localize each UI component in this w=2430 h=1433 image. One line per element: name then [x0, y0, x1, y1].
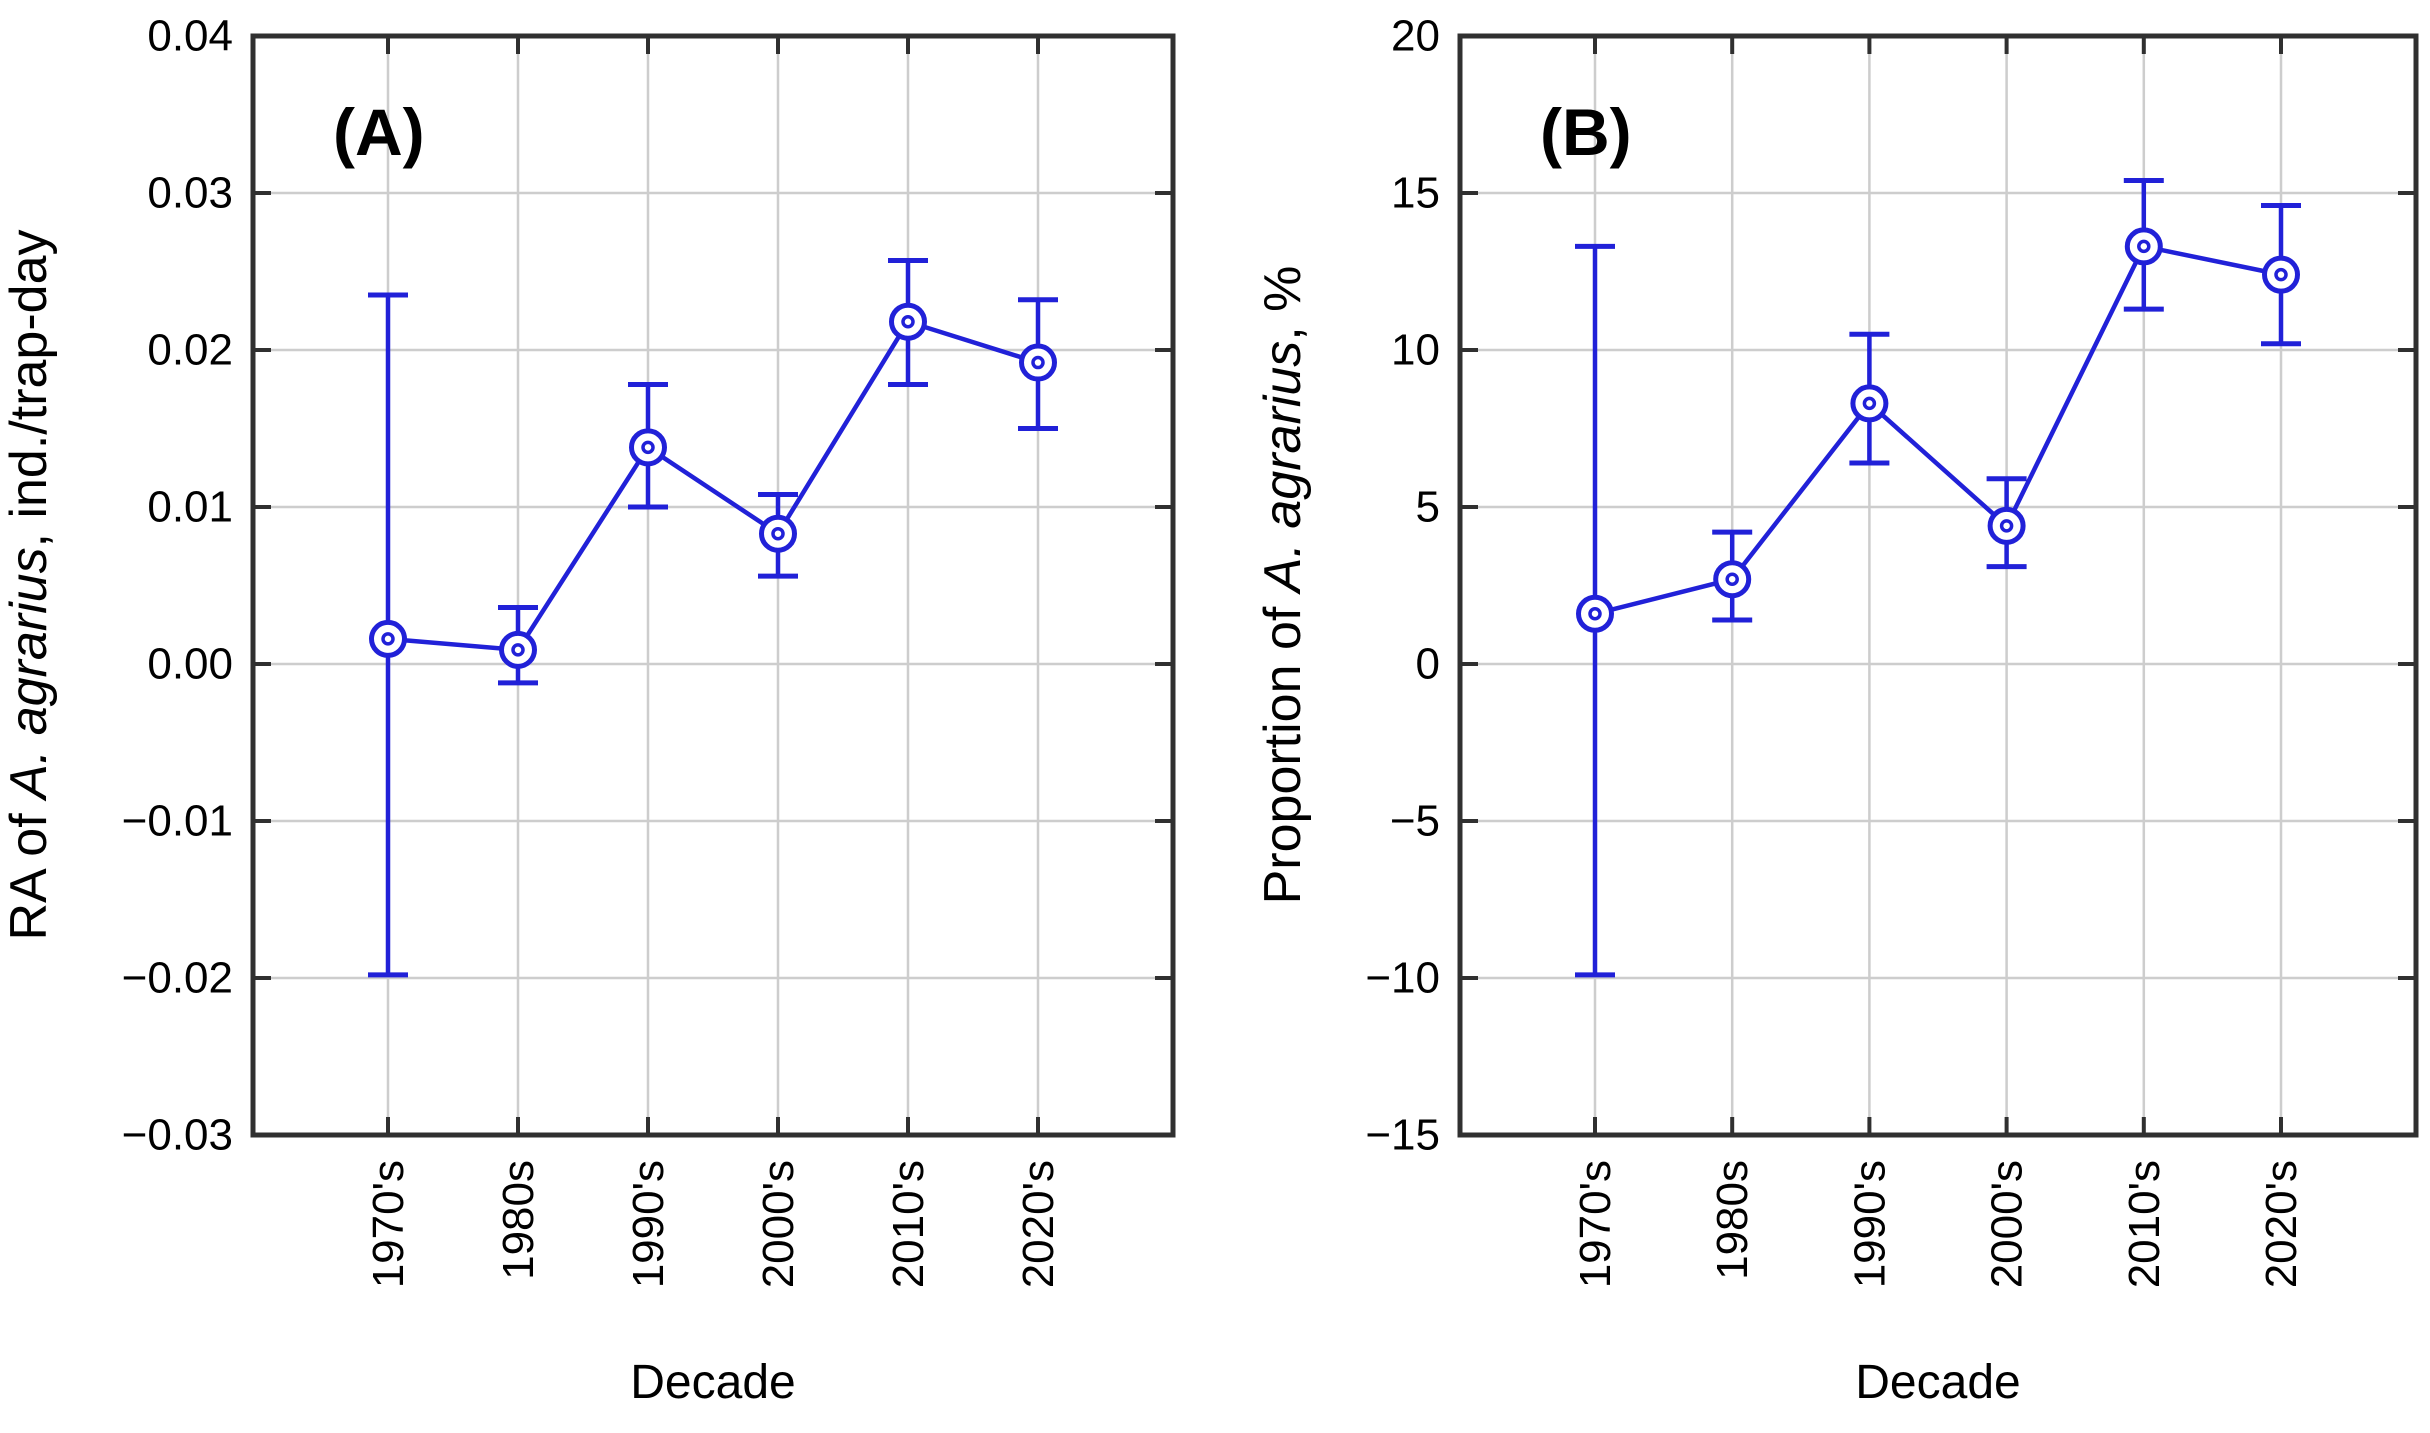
- y-tick-label: 0.04: [147, 12, 233, 61]
- x-tick-label: 1980s: [494, 1160, 543, 1280]
- x-tick-label: 2000's: [1983, 1160, 2032, 1288]
- y-tick-label: 0.01: [147, 483, 233, 532]
- y-tick-label: 0.03: [147, 169, 233, 218]
- data-point-marker-dot: [2274, 267, 2288, 282]
- series-line: [387, 319, 1039, 653]
- data-point-marker-dot: [381, 632, 395, 646]
- y-tick-label: −0.01: [122, 797, 233, 846]
- y-axis-title-italic: A. agrarius: [0, 547, 58, 801]
- y-tick-label: −0.02: [122, 954, 233, 1003]
- y-tick-label: 5: [1416, 483, 1440, 532]
- data-point-marker: [1019, 343, 1057, 382]
- x-tick-label: 1980s: [1708, 1160, 1757, 1280]
- panel-label: (B): [1540, 95, 1632, 169]
- y-tick-label: −10: [1365, 954, 1440, 1003]
- y-tick-label: 10: [1391, 326, 1440, 375]
- data-point-marker: [1850, 384, 1889, 423]
- x-tick-label: 2000's: [754, 1160, 803, 1288]
- y-tick-label: −15: [1365, 1111, 1440, 1160]
- x-tick-label: 1970's: [364, 1160, 413, 1288]
- data-point-marker: [889, 302, 927, 341]
- y-axis-title: RA of A. agrarius, ind./trap-day: [0, 229, 58, 940]
- y-axis-title-italic: A. agrarius: [1254, 341, 1312, 595]
- x-tick-label: 1970's: [1571, 1160, 1620, 1288]
- x-tick-label: 2020's: [1014, 1160, 1063, 1288]
- x-tick-label: 2010's: [2120, 1160, 2169, 1288]
- data-point-marker-dot: [1999, 519, 2014, 533]
- data-point-marker-dot: [1862, 396, 1877, 411]
- y-tick-label: 0.02: [147, 326, 233, 375]
- data-point-marker: [499, 630, 537, 669]
- plot-frame: [1457, 33, 2419, 1138]
- y-tick-label: −0.03: [122, 1111, 233, 1160]
- data-point-marker: [369, 619, 407, 658]
- series-line: [1594, 243, 2282, 616]
- data-point-marker-dot: [641, 440, 655, 455]
- data-point-marker: [759, 514, 797, 553]
- data-point-marker: [2124, 227, 2163, 266]
- y-axis-title-suffix: , ind./trap-day: [0, 229, 58, 547]
- data-point-marker-dot: [1588, 607, 1602, 621]
- data-point-marker-dot: [1725, 572, 1739, 586]
- data-point-marker: [629, 428, 667, 467]
- y-tick-label: 0: [1416, 640, 1440, 689]
- x-tick-label: 2010's: [884, 1160, 933, 1288]
- x-axis-title: Decade: [630, 1356, 795, 1409]
- x-tick-label: 2020's: [2257, 1160, 2306, 1288]
- data-point-marker-dot: [1031, 355, 1045, 370]
- y-tick-label: −5: [1390, 797, 1440, 846]
- data-point-marker-dot: [511, 643, 525, 657]
- data-point-marker-dot: [771, 526, 785, 541]
- y-axis-title-suffix: , %: [1254, 266, 1312, 341]
- data-point-marker: [1987, 506, 2026, 545]
- y-tick-label: 15: [1391, 169, 1440, 218]
- x-axis-title: Decade: [1855, 1356, 2020, 1409]
- data-point-marker-dot: [901, 314, 915, 329]
- x-tick-label: 1990's: [624, 1160, 673, 1288]
- y-tick-label: 0.00: [147, 640, 233, 689]
- y-axis-title-prefix: Proportion of: [1254, 592, 1312, 904]
- plot-frame: [250, 33, 1176, 1138]
- data-point-marker: [2262, 255, 2300, 294]
- x-tick-label: 1990's: [1845, 1160, 1894, 1288]
- panel-label: (A): [333, 95, 425, 169]
- y-axis-title-prefix: RA of: [0, 799, 58, 941]
- data-point-marker: [1713, 560, 1752, 599]
- y-tick-label: 20: [1391, 12, 1440, 61]
- y-axis-title: Proportion of A. agrarius, %: [1254, 266, 1312, 905]
- data-point-marker: [1576, 594, 1614, 633]
- data-point-marker-dot: [2137, 239, 2151, 254]
